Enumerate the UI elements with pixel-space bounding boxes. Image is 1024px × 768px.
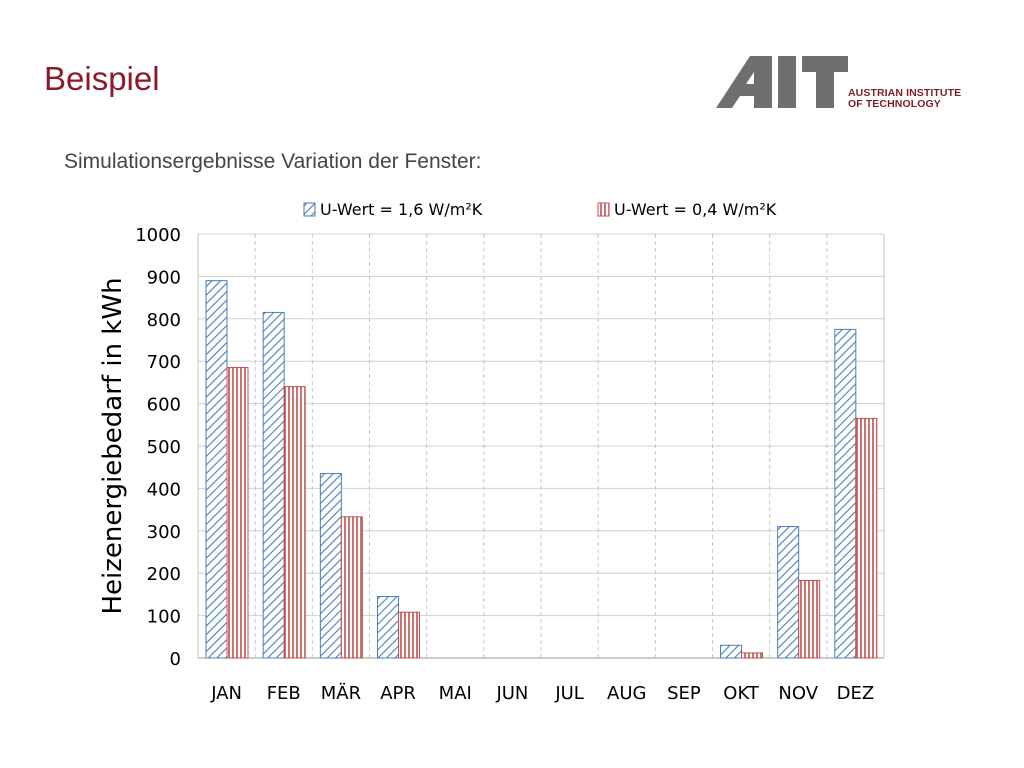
y-tick-label: 1000 [135,225,181,246]
x-tick-label: MÄR [321,683,361,704]
slide-subtitle: Simulationsergebnisse Variation der Fens… [64,150,482,173]
bar-u16-nov [777,526,800,659]
y-tick-label: 100 [147,607,181,628]
x-tick-label: AUG [607,683,646,704]
bar-u04-jan [226,367,249,659]
bar-u16-apr [377,596,399,659]
y-tick-label: 300 [147,522,181,543]
x-tick-label: JUL [554,683,584,704]
grid-lines [197,233,885,659]
bar-u16-okt [720,644,742,659]
page-title: Beispiel [44,60,160,97]
legend-swatch [597,202,610,217]
y-tick-label: 0 [170,649,181,670]
y-tick-label: 800 [147,310,181,331]
bar-u04-mär [340,516,363,659]
bar-u04-feb [283,386,306,659]
x-tick-label: DEZ [837,683,875,704]
logo-text: AUSTRIAN INSTITUTE OF TECHNOLOGY [848,88,961,110]
bar-u16-feb [262,311,285,659]
y-axis-label: Heizenergiebedarf in kWh [98,277,128,614]
y-tick-label: 700 [147,352,181,373]
bar-u16-mär [319,473,342,659]
y-tick-label: 500 [147,437,181,458]
legend-swatch [303,202,316,217]
logo-text-line1: AUSTRIAN INSTITUTE [848,87,962,99]
y-tick-label: 200 [147,564,181,585]
bar-u16-dez [834,328,857,659]
y-tick-label: 900 [147,267,181,288]
ait-logo [716,56,848,108]
bar-u04-nov [798,579,821,659]
bars [205,280,878,659]
x-tick-label: FEB [267,683,301,704]
x-tick-label: JUN [495,683,528,704]
legend: U-Wert = 1,6 W/m²K U-Wert = 0,4 W/m²K [303,200,777,219]
x-tick-label: SEP [667,683,701,704]
y-tick-label: 400 [147,479,181,500]
legend-label: U-Wert = 1,6 W/m²K [320,200,483,219]
x-tick-label: JAN [210,683,242,704]
y-tick-label: 600 [147,395,181,416]
x-tick-label: APR [380,683,416,704]
y-tick-labels: 0 100 200 300 400 500 600 700 800 900 1000 [135,225,181,670]
logo-text-line2: OF TECHNOLOGY [848,98,941,110]
x-tick-label: NOV [778,683,818,704]
x-tick-labels: JAN FEB MÄR APR MAI JUN JUL AUG SEP OKT NOV DEZ [210,683,874,704]
bar-u04-apr [398,611,420,659]
bar-u16-jan [205,280,228,659]
legend-label: U-Wert = 0,4 W/m²K [614,200,777,219]
x-tick-label: MAI [439,683,472,704]
bar-u04-okt [741,652,763,659]
x-tick-label: OKT [723,683,760,704]
bar-u04-dez [855,417,878,659]
